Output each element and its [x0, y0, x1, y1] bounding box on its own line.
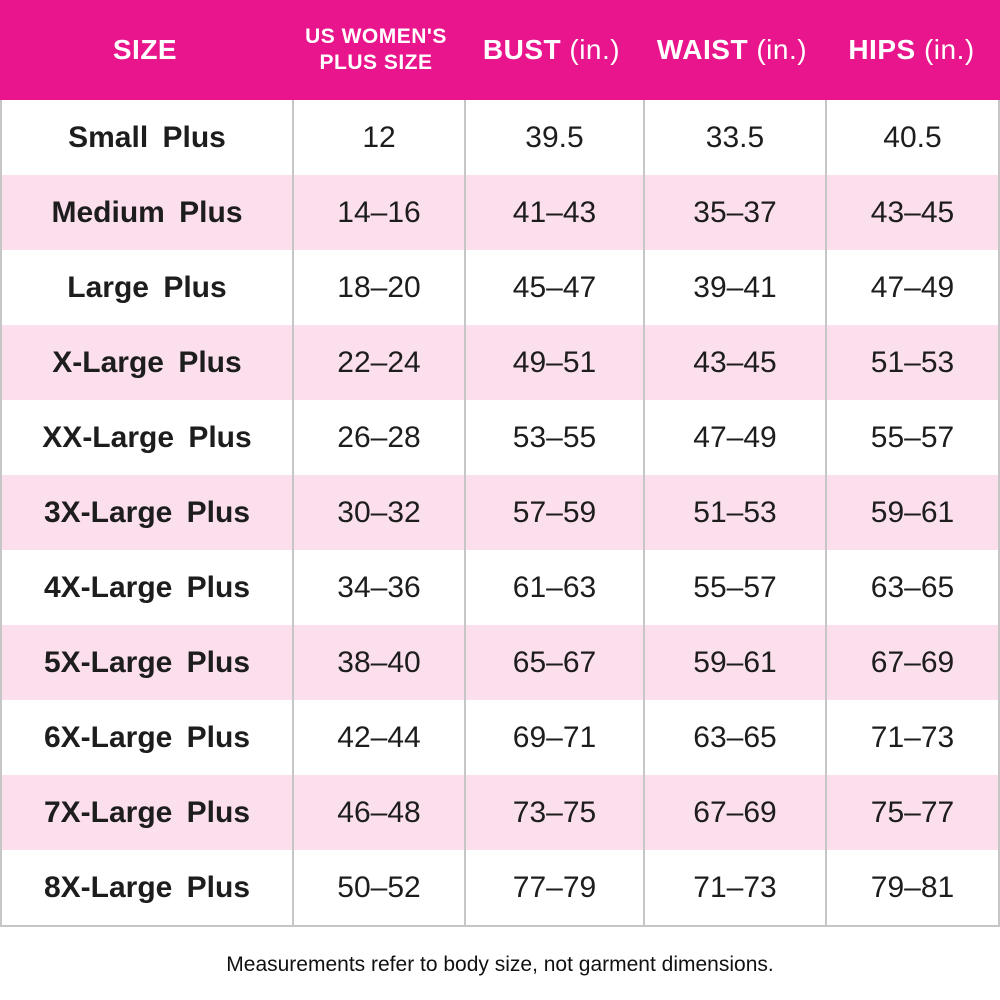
cell-hips: 55–57 — [825, 400, 998, 475]
cell-waist: 35–37 — [643, 175, 825, 250]
cell-hips: 40.5 — [825, 100, 998, 175]
cell-hips: 47–49 — [825, 250, 998, 325]
cell-us-plus-size: 30–32 — [292, 475, 464, 550]
header-cell-waist: WAIST (in.) — [641, 0, 823, 100]
table-row: Medium Plus 14–16 41–43 35–37 43–45 — [2, 175, 998, 250]
cell-bust: 77–79 — [464, 850, 643, 925]
table-row: XX-Large Plus 26–28 53–55 47–49 55–57 — [2, 400, 998, 475]
cell-bust: 53–55 — [464, 400, 643, 475]
cell-us-plus-size: 46–48 — [292, 775, 464, 850]
cell-bust: 57–59 — [464, 475, 643, 550]
header-cell-size: SIZE — [0, 0, 290, 100]
cell-size: Medium Plus — [51, 195, 243, 229]
cell-waist: 47–49 — [643, 400, 825, 475]
cell-waist: 63–65 — [643, 700, 825, 775]
cell-hips: 75–77 — [825, 775, 998, 850]
header-cell-hips: HIPS (in.) — [823, 0, 1000, 100]
table-row: X-Large Plus 22–24 49–51 43–45 51–53 — [2, 325, 998, 400]
cell-hips: 43–45 — [825, 175, 998, 250]
cell-size: Large Plus — [67, 270, 227, 304]
cell-us-plus-size: 26–28 — [292, 400, 464, 475]
cell-us-plus-size: 50–52 — [292, 850, 464, 925]
cell-us-plus-size: 22–24 — [292, 325, 464, 400]
cell-size: 5X-Large Plus — [43, 645, 251, 679]
cell-waist: 43–45 — [643, 325, 825, 400]
header-cell-us-plus-size: US WOMEN'S PLUS SIZE — [290, 0, 462, 100]
cell-size: 7X-Large Plus — [43, 795, 251, 829]
cell-size: X-Large Plus — [52, 345, 242, 379]
cell-us-plus-size: 18–20 — [292, 250, 464, 325]
cell-hips: 67–69 — [825, 625, 998, 700]
header-size-label: SIZE — [112, 33, 178, 65]
header-waist-unit: (in.) — [756, 33, 808, 65]
cell-bust: 45–47 — [464, 250, 643, 325]
cell-us-plus-size: 14–16 — [292, 175, 464, 250]
cell-size: 6X-Large Plus — [43, 720, 251, 754]
cell-hips: 79–81 — [825, 850, 998, 925]
cell-us-plus-size: 12 — [292, 100, 464, 175]
table-row: 8X-Large Plus 50–52 77–79 71–73 79–81 — [2, 850, 998, 925]
header-hips-label: HIPS — [848, 33, 916, 65]
cell-us-plus-size: 38–40 — [292, 625, 464, 700]
cell-bust: 73–75 — [464, 775, 643, 850]
cell-size: Small Plus — [68, 120, 226, 154]
table-row: 3X-Large Plus 30–32 57–59 51–53 59–61 — [2, 475, 998, 550]
cell-waist: 71–73 — [643, 850, 825, 925]
table-body: Small Plus 12 39.5 33.5 40.5 Medium Plus… — [0, 100, 1000, 927]
header-bust-label: BUST — [482, 33, 562, 65]
header-hips-unit: (in.) — [923, 33, 975, 65]
table-row: 7X-Large Plus 46–48 73–75 67–69 75–77 — [2, 775, 998, 850]
cell-bust: 39.5 — [464, 100, 643, 175]
header-us-plus-line1: US WOMEN'S — [305, 25, 447, 48]
header-cell-bust: BUST (in.) — [462, 0, 641, 100]
table-header-row: SIZE US WOMEN'S PLUS SIZE BUST (in.) WAI… — [0, 0, 1000, 100]
cell-us-plus-size: 42–44 — [292, 700, 464, 775]
table-row: 6X-Large Plus 42–44 69–71 63–65 71–73 — [2, 700, 998, 775]
cell-us-plus-size: 34–36 — [292, 550, 464, 625]
header-bust-unit: (in.) — [569, 33, 621, 65]
cell-waist: 51–53 — [643, 475, 825, 550]
cell-hips: 71–73 — [825, 700, 998, 775]
cell-waist: 67–69 — [643, 775, 825, 850]
cell-hips: 59–61 — [825, 475, 998, 550]
header-us-plus-line2: PLUS SIZE — [319, 51, 433, 74]
table-row: Large Plus 18–20 45–47 39–41 47–49 — [2, 250, 998, 325]
cell-hips: 51–53 — [825, 325, 998, 400]
cell-bust: 49–51 — [464, 325, 643, 400]
cell-waist: 33.5 — [643, 100, 825, 175]
cell-size: 8X-Large Plus — [43, 870, 251, 904]
cell-bust: 65–67 — [464, 625, 643, 700]
table-row: 4X-Large Plus 34–36 61–63 55–57 63–65 — [2, 550, 998, 625]
header-waist-label: WAIST — [656, 33, 749, 65]
cell-bust: 69–71 — [464, 700, 643, 775]
table-row: 5X-Large Plus 38–40 65–67 59–61 67–69 — [2, 625, 998, 700]
cell-size: 3X-Large Plus — [43, 495, 251, 529]
cell-hips: 63–65 — [825, 550, 998, 625]
cell-waist: 59–61 — [643, 625, 825, 700]
cell-waist: 39–41 — [643, 250, 825, 325]
cell-bust: 41–43 — [464, 175, 643, 250]
table-row: Small Plus 12 39.5 33.5 40.5 — [2, 100, 998, 175]
cell-bust: 61–63 — [464, 550, 643, 625]
cell-size: 4X-Large Plus — [43, 570, 251, 604]
cell-size: XX-Large Plus — [42, 420, 252, 454]
cell-waist: 55–57 — [643, 550, 825, 625]
footer-note: Measurements refer to body size, not gar… — [226, 952, 774, 976]
